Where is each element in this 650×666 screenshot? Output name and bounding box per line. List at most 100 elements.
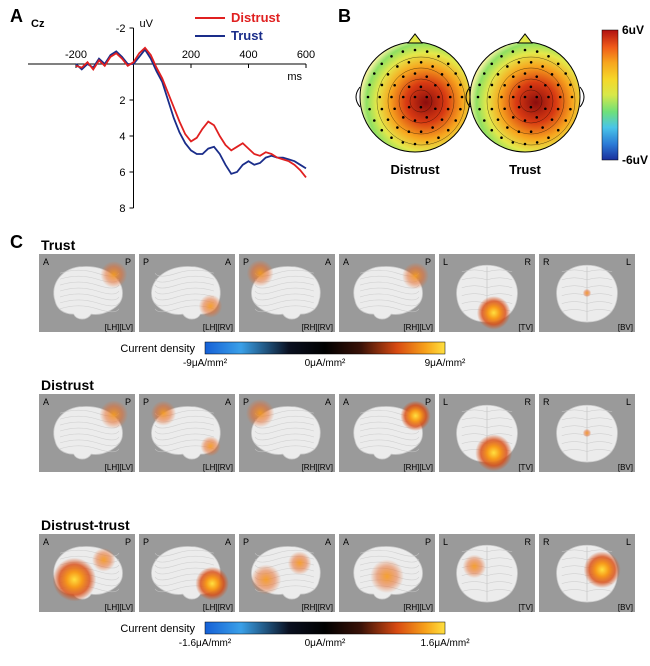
- row-title: Trust: [41, 237, 76, 253]
- svg-text:P: P: [125, 537, 131, 547]
- svg-text:[LH][RV]: [LH][RV]: [203, 463, 233, 472]
- cbar-tick: 1.6μA/mm²: [420, 638, 470, 649]
- brain-tile: L R [TV]: [439, 534, 535, 612]
- svg-text:[RH][RV]: [RH][RV]: [302, 463, 333, 472]
- svg-text:R: R: [543, 397, 550, 407]
- y-unit: uV: [140, 18, 154, 30]
- row-title: Distrust: [41, 377, 94, 393]
- xtick: 600: [297, 49, 315, 61]
- svg-text:[TV]: [TV]: [518, 323, 533, 332]
- svg-text:A: A: [225, 537, 231, 547]
- brain-tile: AP[LH][LV]: [39, 534, 135, 612]
- trust-trace: [76, 50, 306, 174]
- cbar-max: 6uV: [622, 23, 644, 37]
- svg-text:L: L: [626, 537, 631, 547]
- svg-text:A: A: [43, 397, 49, 407]
- cbar-label: Current density: [120, 343, 195, 355]
- brain-tile: A P [RH][LV]: [339, 394, 435, 472]
- cbar-tick: 9μA/mm²: [425, 358, 466, 369]
- svg-text:P: P: [143, 397, 149, 407]
- brain-tile: P A [RH][RV]: [239, 254, 335, 332]
- svg-text:[LH][RV]: [LH][RV]: [203, 603, 233, 612]
- cbar-label: Current density: [120, 623, 195, 635]
- brain-tile: A P [RH][LV]: [339, 534, 435, 612]
- erp-legend: Distrust Trust: [195, 8, 325, 48]
- brain-source-panel: TrustAP[LH][LV]PA[LH][RV]PA[RH][RV]AP[RH…: [5, 236, 645, 666]
- svg-text:L: L: [626, 257, 631, 267]
- svg-text:A: A: [343, 537, 349, 547]
- svg-text:A: A: [325, 537, 331, 547]
- svg-text:P: P: [243, 537, 249, 547]
- density-colorbar: [205, 622, 445, 634]
- svg-text:P: P: [125, 257, 131, 267]
- svg-text:[BV]: [BV]: [618, 603, 633, 612]
- ytick: 8: [119, 203, 125, 215]
- density-colorbar: [205, 342, 445, 354]
- svg-text:P: P: [243, 397, 249, 407]
- svg-text:[RH][RV]: [RH][RV]: [302, 603, 333, 612]
- svg-text:[RH][RV]: [RH][RV]: [302, 323, 333, 332]
- brain-tile: A P [LH][LV]: [39, 254, 135, 332]
- ytick: 2: [119, 95, 125, 107]
- topomap-colorbar: [602, 30, 618, 160]
- svg-text:R: R: [543, 537, 550, 547]
- brain-tile: R L [BV]: [539, 534, 635, 612]
- svg-text:L: L: [443, 397, 448, 407]
- svg-text:R: R: [525, 397, 532, 407]
- svg-text:A: A: [225, 257, 231, 267]
- xtick: 400: [239, 49, 257, 61]
- svg-text:A: A: [343, 397, 349, 407]
- svg-text:[LH][LV]: [LH][LV]: [105, 603, 133, 612]
- topomap-label: Distrust: [390, 162, 440, 177]
- svg-text:A: A: [343, 257, 349, 267]
- brain-tile: P A [RH][RV]: [239, 534, 335, 612]
- svg-text:A: A: [325, 257, 331, 267]
- svg-text:[TV]: [TV]: [518, 463, 533, 472]
- svg-text:[BV]: [BV]: [618, 323, 633, 332]
- brain-tile: L R [TV]: [439, 254, 535, 332]
- cbar-min: -6uV: [622, 153, 648, 167]
- svg-text:L: L: [626, 397, 631, 407]
- brain-tile: PA[RH][RV]: [239, 394, 335, 472]
- channel-label: Cz: [31, 18, 45, 30]
- svg-text:[TV]: [TV]: [518, 603, 533, 612]
- svg-text:A: A: [225, 397, 231, 407]
- svg-text:P: P: [243, 257, 249, 267]
- brain-tile: L R [TV]: [439, 394, 535, 472]
- svg-text:R: R: [525, 537, 532, 547]
- brain-tile: R L [BV]: [539, 254, 635, 332]
- svg-text:P: P: [143, 257, 149, 267]
- svg-text:[RH][LV]: [RH][LV]: [403, 323, 433, 332]
- brain-tile: AP[RH][LV]: [339, 254, 435, 332]
- brain-tile: P A [LH][RV]: [139, 254, 235, 332]
- svg-text:P: P: [425, 397, 431, 407]
- ytick: 6: [119, 167, 125, 179]
- svg-text:[RH][LV]: [RH][LV]: [403, 603, 433, 612]
- svg-text:[LH][LV]: [LH][LV]: [105, 463, 133, 472]
- svg-text:[LH][RV]: [LH][RV]: [203, 323, 233, 332]
- topomap-trust: [466, 34, 584, 152]
- svg-text:[LH][LV]: [LH][LV]: [105, 323, 133, 332]
- x-unit: ms: [287, 71, 302, 83]
- svg-text:R: R: [525, 257, 532, 267]
- svg-text:L: L: [443, 257, 448, 267]
- svg-text:P: P: [143, 537, 149, 547]
- svg-text:R: R: [543, 257, 550, 267]
- cbar-tick: 0μA/mm²: [305, 358, 346, 369]
- ytick: 4: [119, 131, 125, 143]
- legend-label-trust: Trust: [231, 28, 263, 43]
- cbar-tick: -9μA/mm²: [183, 358, 228, 369]
- svg-text:[BV]: [BV]: [618, 463, 633, 472]
- brain-tile: P A [LH][RV]: [139, 394, 235, 472]
- svg-text:A: A: [43, 257, 49, 267]
- xtick: 200: [182, 49, 200, 61]
- topomap-distrust: [356, 34, 474, 152]
- svg-text:[RH][LV]: [RH][LV]: [403, 463, 433, 472]
- legend-label-distrust: Distrust: [231, 10, 281, 25]
- svg-text:P: P: [425, 537, 431, 547]
- row-title: Distrust-trust: [41, 517, 130, 533]
- cbar-tick: 0μA/mm²: [305, 638, 346, 649]
- svg-text:L: L: [443, 537, 448, 547]
- topomap-label: Trust: [509, 162, 541, 177]
- cbar-tick: -1.6μA/mm²: [179, 638, 232, 649]
